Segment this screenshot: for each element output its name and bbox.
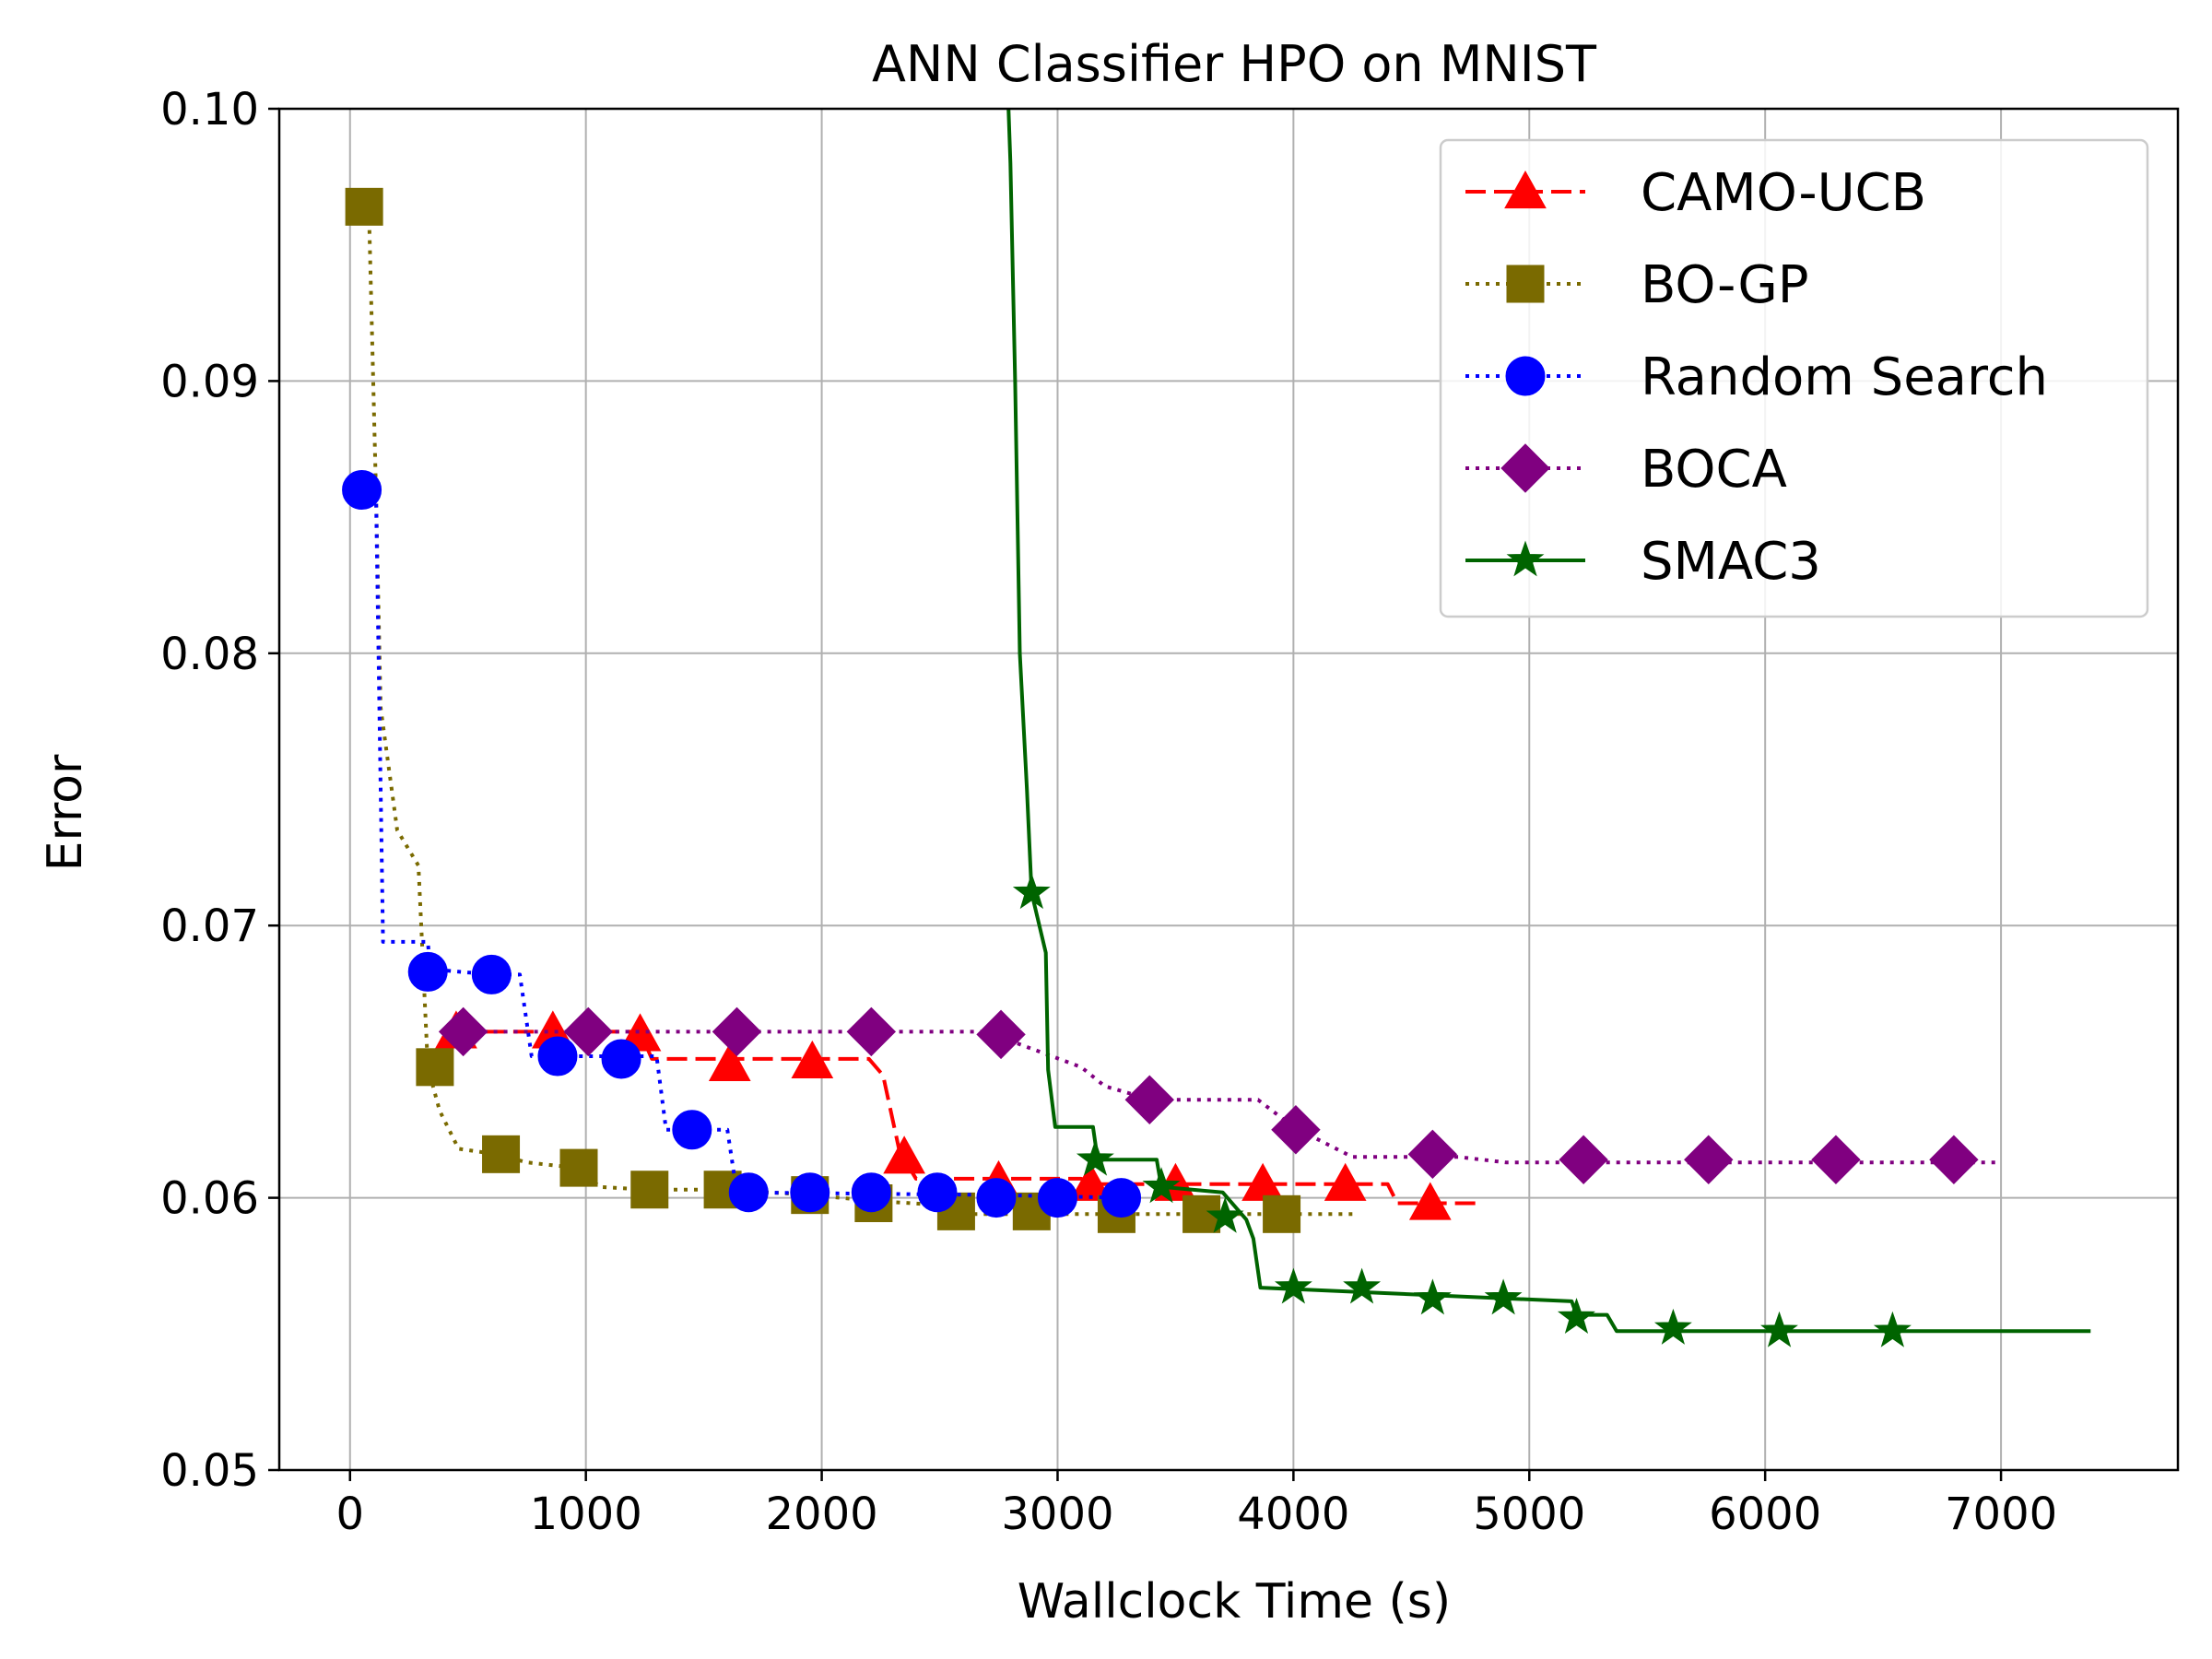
data-point — [416, 1048, 454, 1087]
data-point — [728, 1172, 769, 1213]
data-point — [1484, 1278, 1523, 1315]
series-smac3 — [1006, 109, 2091, 1347]
y-tick-label: 0.08 — [160, 629, 259, 680]
data-point — [630, 1171, 669, 1209]
legend-label: BOCA — [1641, 440, 1787, 500]
data-point — [790, 1172, 830, 1213]
legend-item: SMAC3 — [1465, 532, 1821, 592]
legend-marker — [1506, 265, 1545, 303]
data-point — [1873, 1311, 1912, 1347]
x-tick-label: 7000 — [1945, 1488, 2057, 1540]
data-point — [601, 1039, 641, 1079]
data-point — [1076, 1139, 1114, 1176]
legend-label: SMAC3 — [1641, 532, 1821, 592]
data-point — [1811, 1135, 1861, 1184]
data-point — [1101, 1178, 1142, 1218]
data-point — [976, 1178, 1017, 1218]
x-tick-label: 6000 — [1709, 1488, 1821, 1540]
data-point — [1413, 1278, 1452, 1315]
legend-item: BO-GP — [1465, 255, 1809, 315]
data-point — [1324, 1162, 1367, 1201]
legend-item: Random Search — [1465, 347, 2048, 407]
data-point — [1557, 1298, 1595, 1335]
x-tick-label: 2000 — [765, 1488, 877, 1540]
y-tick-label: 0.09 — [160, 356, 259, 407]
data-point — [917, 1172, 958, 1213]
data-point — [1124, 1075, 1174, 1124]
data-point — [342, 470, 382, 511]
data-point — [537, 1036, 578, 1077]
legend-label: Random Search — [1641, 347, 2048, 407]
data-point — [1653, 1308, 1692, 1345]
x-tick-label: 3000 — [1001, 1488, 1113, 1540]
data-point — [1012, 873, 1051, 910]
plot-frame — [277, 107, 2180, 1472]
data-point — [438, 1006, 488, 1057]
data-point — [1263, 1194, 1301, 1233]
data-point — [1343, 1267, 1382, 1304]
legend-label: BO-GP — [1641, 255, 1809, 315]
y-tick-label: 0.07 — [160, 900, 259, 952]
series-boca — [438, 1006, 2002, 1184]
series-random-search — [342, 470, 1142, 1218]
plot-area — [342, 109, 2091, 1347]
y-tick-label: 0.10 — [160, 84, 259, 135]
data-point — [1929, 1135, 1979, 1184]
x-tick-label: 0 — [335, 1488, 364, 1540]
data-point — [563, 1006, 613, 1057]
data-point — [1037, 1178, 1077, 1218]
legend-item: CAMO-UCB — [1465, 163, 1926, 223]
legend-label: CAMO-UCB — [1641, 163, 1926, 223]
legend-box — [1439, 138, 2149, 618]
x-tick-label: 1000 — [530, 1488, 642, 1540]
data-point — [1142, 1167, 1181, 1204]
x-axis-title: Wallclock Time (s) — [1018, 1574, 1451, 1630]
data-point — [1274, 1267, 1312, 1304]
legend-entries: CAMO-UCB BO-GP Random Search BOCA SMAC3 — [1465, 163, 2048, 592]
axis-ticks: 0 1000 2000 3000 4000 5000 6000 7000 0.05 0.06 0.0… — [160, 84, 2057, 1540]
legend-marker — [1504, 170, 1547, 209]
data-point — [1684, 1135, 1734, 1184]
data-point — [708, 1042, 751, 1081]
chart-title: ANN Classifier HPO on MNIST — [872, 35, 1597, 93]
data-point — [712, 1006, 762, 1057]
data-point — [1069, 1162, 1112, 1201]
data-point — [883, 1135, 925, 1174]
legend-item: BOCA — [1465, 440, 1787, 500]
data-point — [672, 1110, 712, 1150]
data-point — [345, 187, 383, 226]
series-line — [359, 488, 1122, 1200]
data-point — [851, 1172, 891, 1213]
x-tick-label: 4000 — [1237, 1488, 1349, 1540]
data-point — [559, 1148, 598, 1187]
legend-marker — [1505, 356, 1546, 396]
legend-marker — [1500, 443, 1550, 493]
legend: CAMO-UCB BO-GP Random Search BOCA SMAC3 — [1439, 138, 2149, 618]
data-point — [846, 1006, 897, 1057]
data-point — [1408, 1182, 1452, 1220]
data-point — [1407, 1129, 1458, 1180]
data-point — [1206, 1196, 1244, 1233]
data-point — [1271, 1105, 1321, 1155]
data-point — [791, 1040, 834, 1078]
x-tick-label: 5000 — [1473, 1488, 1585, 1540]
legend-marker — [1506, 540, 1545, 577]
data-point — [1760, 1311, 1798, 1347]
y-tick-label: 0.06 — [160, 1173, 259, 1225]
data-point — [1559, 1135, 1608, 1184]
data-point — [471, 954, 512, 994]
data-point — [976, 1009, 1026, 1060]
data-point — [407, 951, 448, 992]
data-point — [482, 1135, 521, 1173]
y-axis-title: Error — [38, 754, 93, 871]
series-line — [463, 1030, 2002, 1165]
y-tick-label: 0.05 — [160, 1445, 259, 1497]
